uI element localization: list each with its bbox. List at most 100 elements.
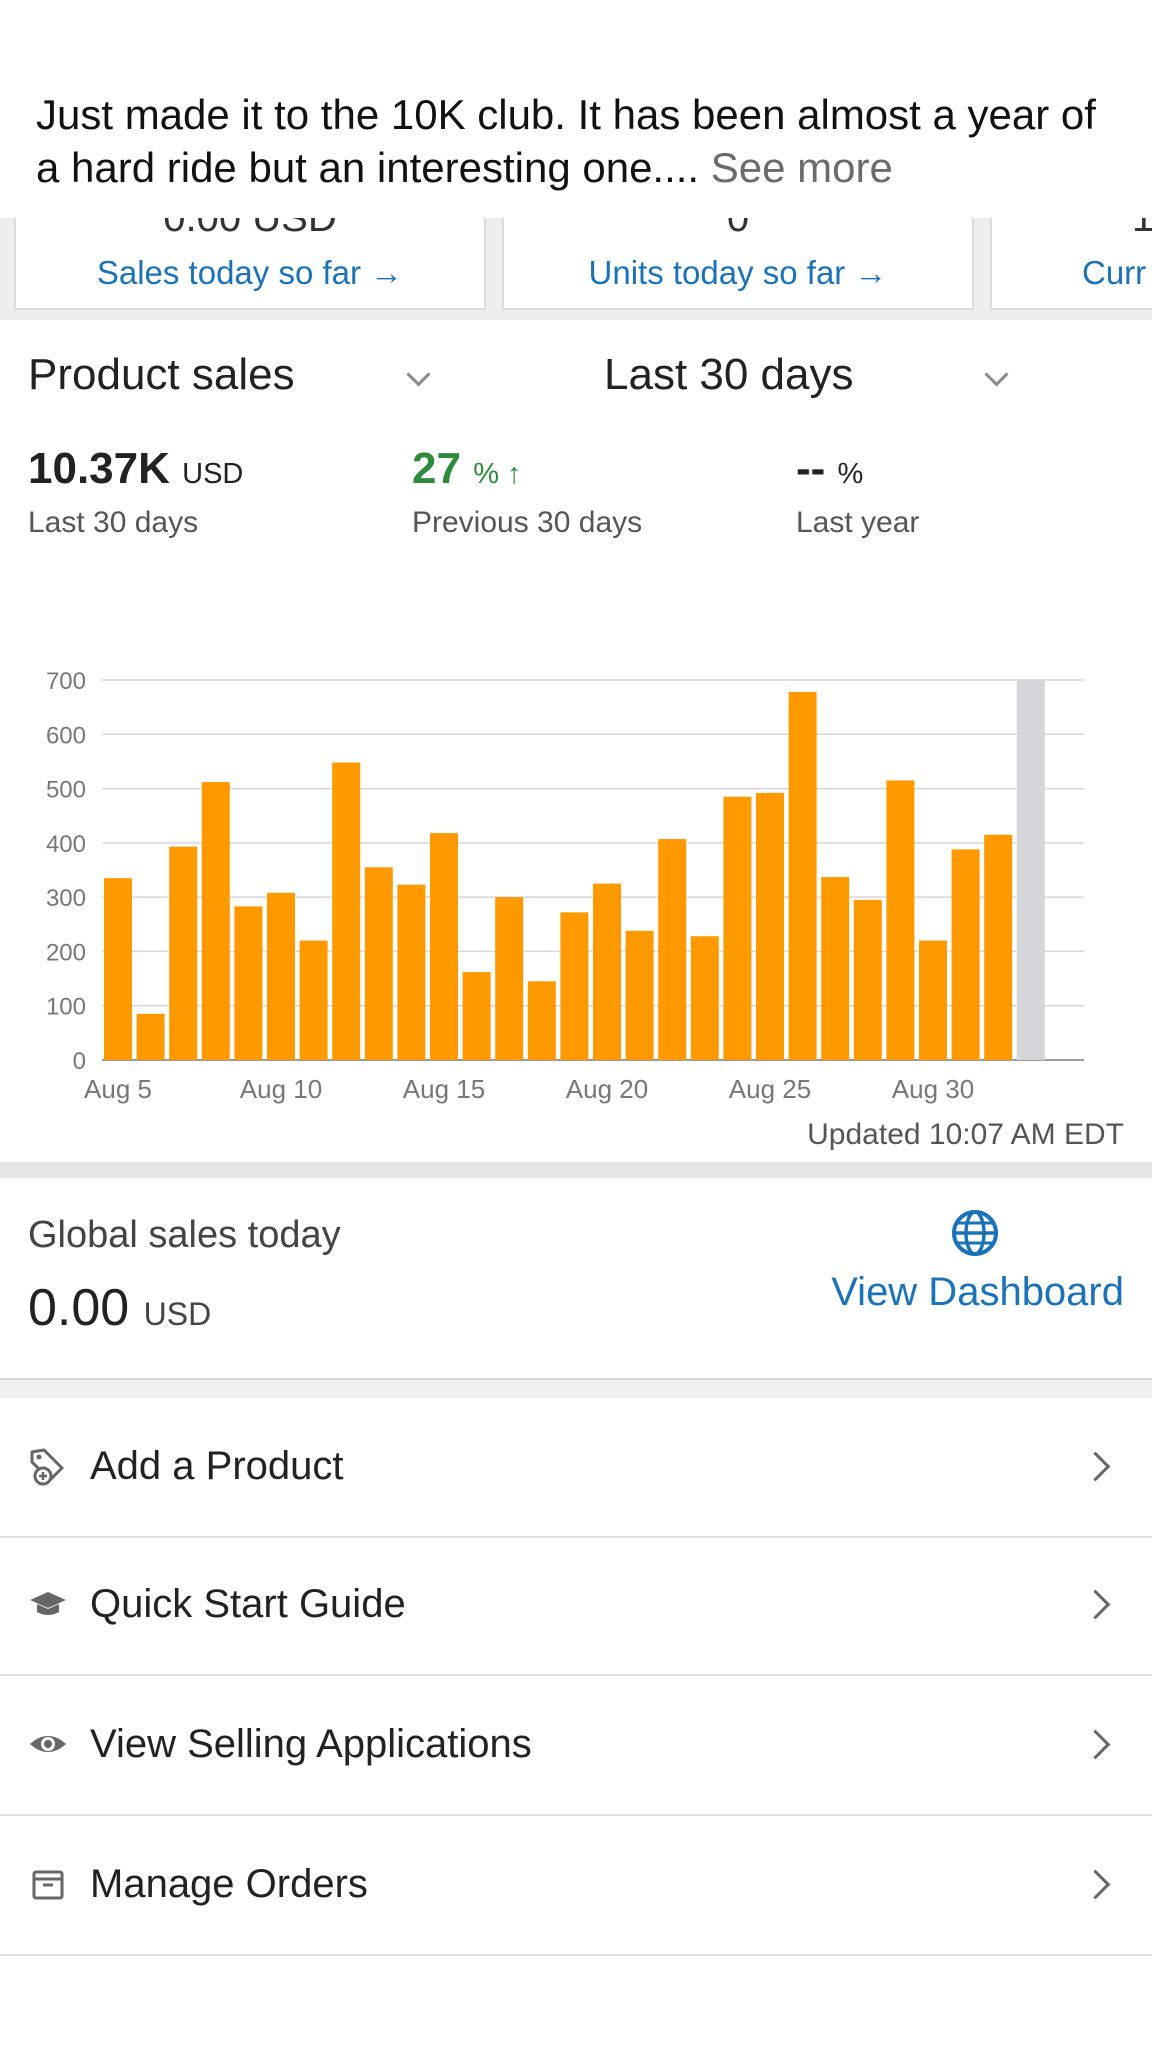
metric-value-text: 10.37K	[28, 444, 170, 493]
menu-item-label: View Selling Applications	[90, 1722, 532, 1766]
sales-bar[interactable]	[853, 899, 882, 1060]
units-today-link[interactable]: Units today so far →	[588, 254, 888, 291]
post-caption: Just made it to the 10K club. It has bee…	[36, 88, 1126, 194]
sales-bar[interactable]	[234, 906, 263, 1060]
sales-bar[interactable]	[951, 849, 980, 1060]
y-tick-label: 600	[46, 722, 86, 749]
metric-last-year-value: -- %	[796, 444, 863, 494]
sales-bar[interactable]	[527, 981, 556, 1060]
sales-bar[interactable]	[299, 940, 328, 1060]
section-divider	[0, 1378, 1152, 1398]
x-tick-label: Aug 15	[403, 1074, 485, 1104]
menu-item-selling-apps[interactable]: View Selling Applications	[0, 1678, 1152, 1816]
global-sales-amount: 0.00	[28, 1279, 130, 1337]
sales-bar[interactable]	[495, 897, 524, 1060]
y-tick-label: 500	[46, 777, 86, 804]
kpi-cards-strip: 0.00 USD Sales today so far → 0 Units to…	[0, 218, 1152, 320]
x-tick-label: Aug 10	[240, 1074, 322, 1104]
chevron-right-icon	[1080, 1589, 1111, 1620]
x-tick-label: Aug 25	[729, 1074, 811, 1104]
chevron-down-icon[interactable]	[406, 362, 431, 387]
menu-item-manage-orders[interactable]: Manage Orders	[0, 1818, 1152, 1956]
y-tick-label: 0	[73, 1048, 86, 1075]
y-tick-label: 300	[46, 885, 86, 912]
units-today-value: 0	[726, 218, 750, 240]
units-today-card[interactable]: 0 Units today so far →	[502, 218, 974, 310]
sales-bar[interactable]	[560, 912, 589, 1060]
updated-timestamp: Updated 10:07 AM EDT	[807, 1118, 1124, 1151]
x-tick-label: Aug 20	[566, 1074, 648, 1104]
current-link[interactable]: Curr	[1082, 254, 1147, 291]
sales-bar[interactable]	[593, 883, 621, 1060]
sales-bar[interactable]	[104, 878, 132, 1060]
global-sales-unit: USD	[143, 1296, 212, 1332]
sales-bar[interactable]	[756, 792, 784, 1060]
graduation-cap-icon	[30, 1592, 66, 1615]
sales-bar[interactable]	[625, 930, 654, 1060]
menu-item-add-product[interactable]: Add a Product	[0, 1400, 1152, 1538]
metric-value-text: 27	[412, 444, 461, 493]
today-bar[interactable]	[1016, 680, 1045, 1060]
sales-bar[interactable]	[364, 867, 393, 1060]
eye-icon	[30, 1736, 66, 1752]
current-card[interactable]: 1 Curr	[990, 218, 1152, 310]
x-tick-label: Aug 5	[84, 1074, 152, 1104]
metric-prev-30-value: 27 % ↑	[412, 444, 522, 494]
sales-bar[interactable]	[430, 833, 458, 1060]
metric-prev-30-label: Previous 30 days	[412, 506, 643, 539]
menu-item-label: Manage Orders	[90, 1862, 368, 1906]
section-divider	[0, 1162, 1152, 1178]
chevron-down-icon[interactable]	[984, 362, 1009, 387]
sales-bar[interactable]	[136, 1013, 165, 1060]
metric-last-30-value: 10.37K USD	[28, 444, 243, 494]
current-value: 1	[1132, 218, 1152, 240]
sales-bar[interactable]	[462, 972, 491, 1060]
sales-bar[interactable]	[984, 834, 1013, 1060]
global-sales-section: Global sales today 0.00 USD View Dashboa…	[0, 1178, 1152, 1378]
chevron-right-icon	[1080, 1729, 1111, 1760]
metric-value-text: --	[796, 444, 826, 493]
sales-bar[interactable]	[821, 877, 850, 1060]
y-tick-label: 200	[46, 939, 86, 966]
globe-icon[interactable]	[950, 1208, 1000, 1258]
y-tick-label: 400	[46, 831, 86, 858]
metric-unit: USD	[182, 458, 244, 490]
metric-dropdown[interactable]: Product sales	[28, 350, 295, 399]
metric-last-30-label: Last 30 days	[28, 506, 199, 539]
order-box-icon	[32, 1870, 64, 1900]
global-sales-title: Global sales today	[28, 1214, 341, 1256]
menu-item-label: Add a Product	[90, 1444, 344, 1488]
metric-unit: % ↑	[473, 458, 522, 490]
range-dropdown[interactable]: Last 30 days	[604, 350, 854, 399]
caption-text: Just made it to the 10K club. It has bee…	[36, 91, 1096, 191]
sales-bar[interactable]	[886, 780, 915, 1060]
sales-bar[interactable]	[919, 940, 947, 1060]
menu-item-label: Quick Start Guide	[90, 1582, 406, 1626]
x-tick-label: Aug 30	[892, 1074, 974, 1104]
sales-today-value: 0.00 USD	[163, 218, 337, 240]
chevron-right-icon	[1080, 1869, 1111, 1900]
menu-item-quick-start[interactable]: Quick Start Guide	[0, 1538, 1152, 1676]
sales-bar[interactable]	[788, 691, 817, 1060]
sales-bar[interactable]	[332, 762, 361, 1060]
sales-bar[interactable]	[201, 782, 230, 1060]
y-tick-label: 100	[46, 994, 86, 1021]
tag-add-icon	[30, 1448, 64, 1486]
sales-bar[interactable]	[267, 892, 295, 1060]
sales-bar[interactable]	[169, 846, 198, 1060]
y-tick-label: 700	[46, 668, 86, 695]
sales-bar[interactable]	[658, 839, 687, 1060]
view-dashboard-link[interactable]: View Dashboard	[831, 1270, 1124, 1314]
product-sales-panel: Product sales Last 30 days 10.37K USD La…	[0, 322, 1152, 1162]
metric-last-year-label: Last year	[796, 506, 920, 539]
sales-today-link[interactable]: Sales today so far →	[96, 254, 404, 291]
sales-today-card[interactable]: 0.00 USD Sales today so far →	[14, 218, 486, 310]
metric-unit: %	[837, 458, 864, 490]
sales-bar[interactable]	[397, 884, 426, 1060]
see-more-link[interactable]: See more	[710, 144, 893, 191]
global-sales-value: 0.00 USD	[28, 1278, 211, 1338]
chevron-right-icon	[1080, 1451, 1111, 1482]
sales-bar-chart: 0 100 200 300 400 500 600 700 Aug 5 Aug 10 Aug 15 A…	[46, 668, 1084, 1104]
sales-bar[interactable]	[690, 936, 719, 1060]
sales-bar[interactable]	[723, 796, 752, 1060]
